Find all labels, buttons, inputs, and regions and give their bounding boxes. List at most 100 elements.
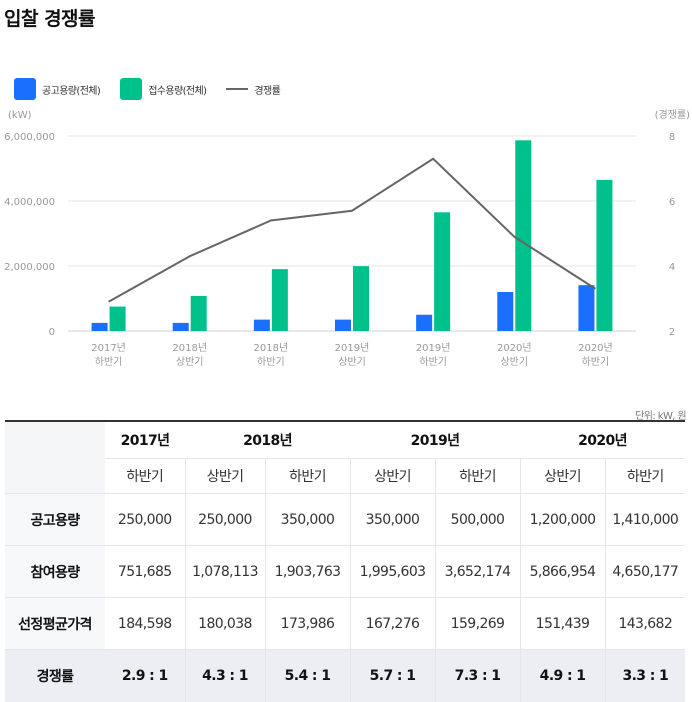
y-left-tick-label: 0: [49, 327, 55, 338]
table-row: 참여용량 751,685 1,078,113 1,903,763 1,995,6…: [5, 546, 685, 598]
table-cell: 751,685: [105, 546, 185, 598]
table-half-header: 하반기: [605, 459, 685, 494]
table-year-header: 2019년: [350, 421, 520, 459]
table-row-label: 선정평균가격: [5, 598, 105, 650]
table-row-rate: 경쟁률 2.9 : 1 4.3 : 1 5.4 : 1 5.7 : 1 7.3 …: [5, 650, 685, 702]
legend-label-rate: 경쟁률: [254, 82, 280, 97]
table-cell: 250,000: [105, 494, 185, 546]
y-left-unit: (kW): [8, 110, 32, 121]
table-half-header: 상반기: [520, 459, 605, 494]
table-corner: [5, 421, 105, 494]
x-tick-label-year: 2017년: [91, 342, 126, 354]
table-cell: 4.3 : 1: [185, 650, 265, 702]
table-cell: 1,903,763: [265, 546, 350, 598]
bar-apply: [353, 266, 369, 331]
bar-bid: [254, 320, 270, 331]
bar-bid: [497, 292, 513, 331]
table-half-header: 상반기: [185, 459, 265, 494]
table-cell: 1,995,603: [350, 546, 435, 598]
table-cell: 1,410,000: [605, 494, 685, 546]
table-cell: 4.9 : 1: [520, 650, 605, 702]
table-half-header: 상반기: [350, 459, 435, 494]
bar-apply: [272, 269, 288, 331]
y-left-tick-label: 6,000,000: [4, 132, 55, 143]
table-cell: 500,000: [435, 494, 520, 546]
x-tick-label-half: 상반기: [500, 356, 528, 368]
y-right-tick-label: 4: [669, 262, 675, 273]
bar-apply: [191, 296, 207, 331]
chart: 02,000,0004,000,0006,000,0002468(kW)(경쟁률…: [0, 100, 692, 380]
x-tick-label-year: 2018년: [254, 342, 289, 354]
bar-bid: [173, 323, 189, 331]
table-half-header: 하반기: [105, 459, 185, 494]
x-tick-label-year: 2019년: [416, 342, 451, 354]
bar-bid: [335, 320, 351, 331]
bar-bid: [578, 285, 594, 331]
table-half-header: 하반기: [265, 459, 350, 494]
legend-swatch-apply: [120, 78, 142, 100]
y-right-tick-label: 2: [669, 327, 675, 338]
chart-legend: 공고용량(전체) 접수용량(전체) 경쟁률: [14, 78, 300, 100]
table-cell: 167,276: [350, 598, 435, 650]
bar-bid: [416, 315, 432, 331]
table-cell: 350,000: [350, 494, 435, 546]
bar-apply: [515, 140, 531, 331]
table-cell: 350,000: [265, 494, 350, 546]
table-cell: 1,078,113: [185, 546, 265, 598]
table-cell: 5.4 : 1: [265, 650, 350, 702]
table-cell: 173,986: [265, 598, 350, 650]
y-left-tick-label: 4,000,000: [4, 197, 55, 208]
x-tick-label-half: 하반기: [257, 355, 285, 368]
table-cell: 180,038: [185, 598, 265, 650]
x-tick-label-half: 하반기: [95, 355, 123, 368]
legend-label-apply: 접수용량(전체): [148, 82, 206, 97]
table-year-header: 2020년: [520, 421, 685, 459]
legend-item-apply: 접수용량(전체): [120, 78, 206, 100]
y-right-unit: (경쟁률): [655, 108, 691, 121]
page-title: 입찰 경쟁률: [4, 4, 95, 31]
legend-label-bid: 공고용량(전체): [42, 82, 100, 97]
table-row-label: 공고용량: [5, 494, 105, 546]
x-tick-label-year: 2020년: [578, 342, 613, 354]
table-cell: 7.3 : 1: [435, 650, 520, 702]
data-table: 2017년 2018년 2019년 2020년 하반기 상반기 하반기 상반기 …: [5, 420, 685, 702]
table-year-header: 2017년: [105, 421, 185, 459]
x-tick-label-year: 2020년: [497, 342, 532, 354]
x-tick-label-half: 상반기: [176, 356, 204, 368]
bar-apply: [434, 212, 450, 331]
legend-swatch-bid: [14, 78, 36, 100]
table-cell: 3,652,174: [435, 546, 520, 598]
table-cell: 159,269: [435, 598, 520, 650]
table-cell: 151,439: [520, 598, 605, 650]
legend-item-bid: 공고용량(전체): [14, 78, 100, 100]
bar-apply: [110, 307, 126, 331]
y-left-tick-label: 2,000,000: [4, 262, 55, 273]
y-right-tick-label: 6: [669, 197, 675, 208]
table-row-label: 참여용량: [5, 546, 105, 598]
x-tick-label-half: 하반기: [419, 355, 447, 368]
table-cell: 2.9 : 1: [105, 650, 185, 702]
x-tick-label-year: 2019년: [335, 342, 370, 354]
x-tick-label-half: 하반기: [582, 355, 610, 368]
table-cell: 5.7 : 1: [350, 650, 435, 702]
table-cell: 3.3 : 1: [605, 650, 685, 702]
table-cell: 1,200,000: [520, 494, 605, 546]
table-cell: 184,598: [105, 598, 185, 650]
table-cell: 250,000: [185, 494, 265, 546]
table-cell: 143,682: [605, 598, 685, 650]
legend-item-rate: 경쟁률: [226, 82, 280, 97]
table-cell: 5,866,954: [520, 546, 605, 598]
table-row: 선정평균가격 184,598 180,038 173,986 167,276 1…: [5, 598, 685, 650]
legend-swatch-rate: [226, 88, 248, 90]
x-tick-label-half: 상반기: [338, 356, 366, 368]
bar-apply: [596, 180, 612, 331]
table-row: 공고용량 250,000 250,000 350,000 350,000 500…: [5, 494, 685, 546]
table-cell: 4,650,177: [605, 546, 685, 598]
table-year-row: 2017년 2018년 2019년 2020년: [5, 421, 685, 459]
x-tick-label-year: 2018년: [172, 342, 207, 354]
table-half-header: 하반기: [435, 459, 520, 494]
bar-bid: [92, 323, 108, 331]
table-year-header: 2018년: [185, 421, 350, 459]
table-row-label: 경쟁률: [5, 650, 105, 702]
table-half-row: 하반기 상반기 하반기 상반기 하반기 상반기 하반기: [5, 459, 685, 494]
